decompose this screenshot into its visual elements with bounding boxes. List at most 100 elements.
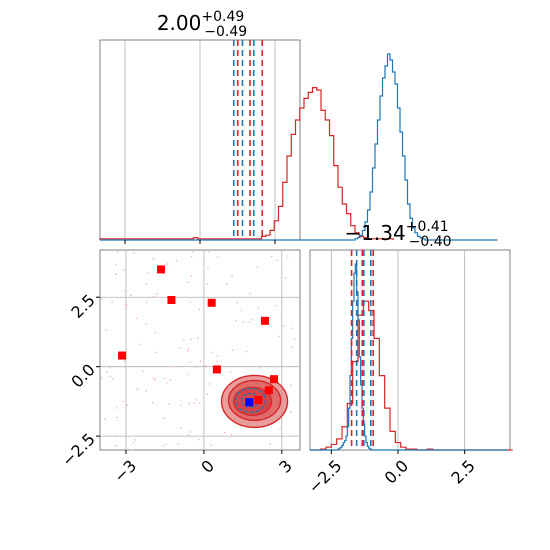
panel-top-left-quantiles: [124, 40, 276, 244]
background-sample-point: [163, 417, 165, 419]
br-xtick-label-1: 0.0: [381, 456, 412, 487]
panel-top-left-grid: [124, 40, 276, 240]
background-sample-point: [108, 366, 111, 369]
bl-ytick-label-0: −2.5: [58, 429, 99, 470]
background-sample-point: [211, 351, 213, 354]
panel-bottom-right-quantiles: [350, 250, 375, 450]
background-sample-point: [249, 292, 251, 295]
background-sample-point: [208, 251, 210, 253]
br-xtick-label-0: −2.5: [305, 456, 346, 497]
background-sample-point: [126, 404, 129, 407]
contour-blue-outer: [234, 387, 267, 414]
red-square-marker-5: [260, 316, 269, 325]
panel-bottom-right-title: −1.34+0.41 −0.40: [344, 219, 451, 250]
hist-red-series: [99, 87, 394, 240]
background-sample-point: [190, 274, 193, 277]
background-sample-point: [133, 252, 135, 254]
panel-bottom-right-xticks: −2.5 0.0 2.5: [305, 450, 479, 497]
background-sample-point: [115, 444, 118, 447]
background-sample-point: [135, 317, 138, 320]
background-sample-point: [284, 277, 287, 279]
background-sample-point: [187, 434, 189, 436]
background-sample-point: [275, 304, 278, 307]
background-sample-point: [145, 323, 147, 326]
background-sample-point: [154, 378, 157, 381]
background-sample-point: [152, 377, 155, 379]
background-sample-point: [106, 371, 108, 374]
background-sample-point: [163, 377, 166, 380]
background-sample-point: [278, 335, 280, 338]
background-sample-point: [153, 295, 155, 298]
panel-bottom-left-grid: [100, 250, 300, 450]
blue-square-marker: [245, 398, 254, 407]
background-sample-point: [230, 433, 233, 436]
background-sample-point: [115, 435, 118, 438]
background-sample-point: [154, 332, 157, 334]
background-sample-point: [134, 439, 137, 441]
panel-bottom-right-grid: [330, 250, 466, 450]
background-sample-point: [250, 318, 253, 321]
panel-bottom-right-frame: [309, 249, 511, 451]
background-sample-point: [166, 263, 169, 265]
panel-top-left: 2.00+0.49 −0.49: [99, 9, 498, 244]
background-sample-point: [189, 361, 191, 363]
background-sample-point: [162, 444, 164, 447]
background-sample-point: [190, 338, 193, 341]
bl-xtick-label-1: 0: [197, 456, 218, 477]
background-sample-point: [196, 399, 198, 401]
panel-top-left-title: 2.00+0.49 −0.49: [157, 9, 247, 40]
background-sample-point: [180, 404, 182, 407]
bl-ytick-label-2: 2.5: [67, 291, 98, 322]
red-square-marker-3: [207, 298, 216, 307]
background-sample-point: [192, 251, 195, 253]
background-sample-point: [146, 272, 149, 274]
background-sample-point: [165, 443, 167, 446]
background-sample-point: [193, 401, 195, 404]
background-sample-point: [248, 321, 251, 323]
background-sample-point: [152, 401, 154, 404]
red-square-marker-8: [254, 396, 263, 404]
panel-bottom-left-markers: [118, 265, 279, 407]
hist-blue-series: [310, 263, 508, 451]
background-sample-point: [236, 301, 238, 304]
panel-bottom-left-yticks: −2.5 0.0 2.5: [58, 291, 100, 470]
panel-bottom-right: −2.5 0.0 2.5 −1.34+0.41 −0.40: [305, 219, 513, 497]
red-square-marker-4: [212, 365, 221, 374]
background-sample-point: [276, 259, 279, 262]
background-sample-point: [279, 428, 281, 430]
background-sample-point: [186, 350, 189, 352]
red-square-marker-0: [118, 351, 127, 360]
background-sample-point: [256, 266, 259, 268]
background-sample-point: [155, 351, 157, 354]
background-sample-point: [104, 418, 106, 420]
background-sample-point: [142, 370, 144, 373]
background-sample-point: [126, 304, 128, 307]
background-sample-point: [183, 339, 185, 341]
background-sample-point: [116, 407, 119, 409]
background-sample-point: [123, 360, 125, 362]
panel-top-left-hist: [99, 53, 498, 241]
background-sample-point: [283, 325, 285, 327]
background-sample-point: [165, 382, 168, 384]
background-sample-point: [291, 327, 294, 329]
background-sample-point: [270, 255, 273, 258]
background-sample-point: [198, 438, 200, 441]
background-sample-point: [187, 373, 189, 376]
bl-xtick-label-0: −3: [110, 456, 140, 486]
panel-bottom-left-background-points: [100, 251, 296, 451]
background-sample-point: [210, 444, 212, 446]
background-sample-point: [226, 283, 228, 285]
background-sample-point: [206, 283, 209, 285]
background-sample-point: [187, 347, 190, 350]
background-sample-point: [276, 366, 278, 368]
br-xtick-label-2: 2.5: [447, 456, 478, 487]
background-sample-point: [145, 283, 147, 285]
background-sample-point: [168, 365, 170, 368]
background-sample-point: [145, 389, 147, 392]
background-sample-point: [197, 337, 199, 339]
background-sample-point: [125, 307, 128, 310]
background-sample-point: [216, 256, 219, 258]
background-sample-point: [179, 427, 182, 429]
background-sample-point: [290, 411, 292, 413]
